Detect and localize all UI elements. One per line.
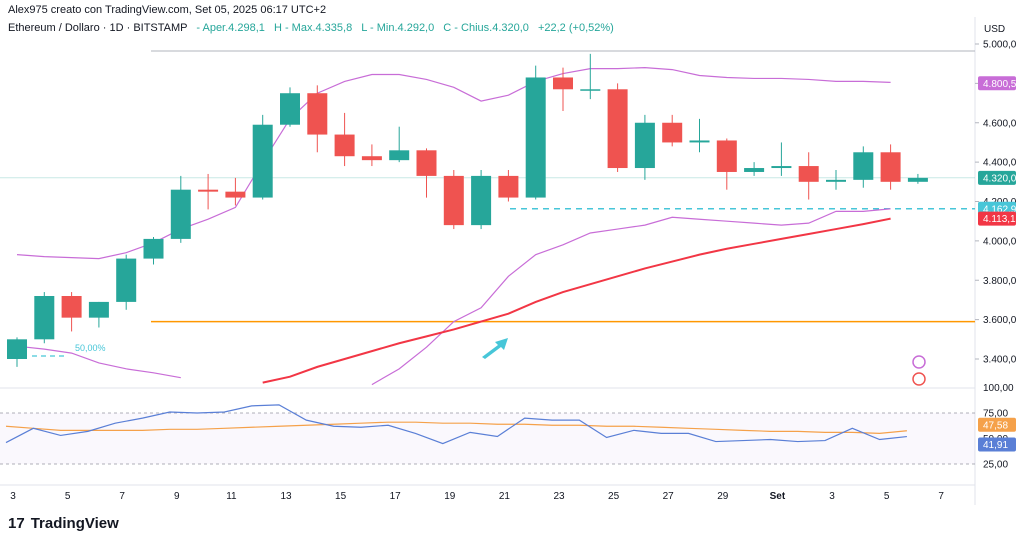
- low-value: L - Min.4.292,0: [361, 22, 435, 34]
- candle-body: [88, 301, 109, 318]
- candle-body: [853, 152, 874, 180]
- fib-label: 50,00%: [75, 343, 106, 353]
- tradingview-icon: 17: [8, 515, 25, 532]
- candle-body: [143, 238, 164, 259]
- arrow-annotation: [482, 338, 508, 359]
- candle-body: [61, 296, 82, 318]
- time-tick-label: 7: [119, 491, 125, 502]
- candle-body: [662, 122, 683, 143]
- price-tick-label: 3.400,0: [983, 355, 1017, 366]
- time-tick-label: 13: [280, 491, 292, 502]
- candle-body: [553, 77, 573, 90]
- candle-body: [525, 77, 546, 198]
- rsi-ma-label: 47,58: [983, 420, 1008, 431]
- price-tick-label: 5.000,0: [983, 40, 1017, 51]
- author-line: Alex975 creato con TradingView.com, Set …: [8, 4, 327, 16]
- dashed-level-label: 4.162,9: [983, 204, 1017, 215]
- candle-body: [798, 166, 819, 182]
- time-tick-label: Set: [770, 491, 786, 502]
- candle-body: [771, 166, 792, 169]
- time-tick-label: 9: [174, 491, 180, 502]
- price-tick-label: 3.800,0: [983, 276, 1017, 287]
- ema-label: 4.113,1: [983, 214, 1016, 225]
- candle-body: [334, 134, 355, 157]
- last-price-label: 4.320,0: [983, 173, 1017, 184]
- bb-upper-line: [16, 67, 891, 260]
- candle-body: [225, 191, 246, 198]
- change-value: +22,2 (+0,52%): [537, 22, 614, 34]
- event-icon: [912, 355, 926, 369]
- time-tick-label: 27: [663, 491, 675, 502]
- candle-body: [170, 189, 191, 239]
- price-tick-label: 4.400,0: [983, 158, 1017, 169]
- time-tick-label: 3: [829, 491, 835, 502]
- candle-body: [198, 189, 219, 192]
- candle-body: [416, 150, 437, 176]
- candle-body: [580, 89, 601, 91]
- candle-body: [389, 150, 410, 161]
- time-tick-label: 15: [335, 491, 347, 502]
- time-tick-label: 29: [717, 491, 729, 502]
- time-tick-label: 5: [884, 491, 890, 502]
- tradingview-logo[interactable]: 17 TradingView: [8, 515, 119, 532]
- time-tick-label: 11: [226, 491, 237, 502]
- rsi-band-fill: [0, 413, 975, 464]
- rsi-ma-label-bg: [978, 417, 1016, 432]
- candle-body: [361, 156, 382, 161]
- high-value: H - Max.4.335,8: [273, 22, 353, 34]
- time-tick-label: 19: [444, 491, 456, 502]
- candle-body: [498, 175, 519, 198]
- candle-body: [607, 89, 628, 169]
- upper-band-label: 4.800,5: [983, 79, 1017, 90]
- close-value: C - Chius.4.320,0: [443, 22, 529, 34]
- currency-label: USD: [984, 24, 1006, 35]
- ema-line: [262, 217, 891, 384]
- candle-body: [307, 93, 328, 135]
- time-tick-label: 3: [10, 491, 16, 502]
- candle-body: [252, 124, 273, 198]
- price-tick-label: 4.600,0: [983, 118, 1017, 129]
- time-tick-label: 7: [938, 491, 944, 502]
- time-tick-label: 5: [65, 491, 71, 502]
- time-tick-label: 23: [553, 491, 565, 502]
- candle-body: [280, 93, 300, 125]
- candle-body: [907, 177, 928, 182]
- price-tick-label: 4.000,0: [983, 236, 1017, 247]
- rsi-value-label-bg: [978, 437, 1016, 452]
- bb-lower-line: [371, 208, 891, 386]
- candle-body: [880, 152, 901, 182]
- time-tick-label: 17: [390, 491, 402, 502]
- candle-body: [34, 296, 55, 340]
- upper-band-label-bg: [978, 76, 1016, 91]
- time-tick-label: 25: [608, 491, 620, 502]
- rsi-tick-label: 100,00: [983, 383, 1014, 394]
- candle-body: [744, 168, 765, 172]
- rsi-value-label: 41,91: [983, 440, 1008, 451]
- candle-body: [116, 258, 137, 302]
- candle-body: [826, 179, 846, 182]
- brand-name: TradingView: [30, 515, 119, 532]
- open-value: - Aper.4.298,1: [196, 22, 265, 34]
- rsi-line: [5, 404, 907, 445]
- candle-body: [471, 175, 492, 226]
- candle-body: [7, 339, 27, 359]
- last-price-label-bg: [978, 170, 1016, 185]
- rsi-tick-label: 75,00: [983, 409, 1008, 420]
- candle-body: [716, 140, 737, 172]
- candle-body: [443, 175, 464, 226]
- symbol-name[interactable]: Ethereum / Dollaro · 1D · BITSTAMP: [8, 22, 188, 34]
- chart-legend: Ethereum / Dollaro · 1D · BITSTAMP - Ape…: [8, 22, 614, 34]
- rsi-ma-line: [5, 421, 907, 435]
- flag-icon: [912, 372, 926, 386]
- ema-label-bg: [978, 211, 1016, 226]
- candle-body: [689, 140, 710, 143]
- bb-lower-line: [16, 345, 181, 379]
- time-tick-label: 21: [499, 491, 511, 502]
- rsi-tick-label: 25,00: [983, 460, 1008, 471]
- candle-body: [634, 122, 655, 169]
- price-tick-label: 3.600,0: [983, 315, 1017, 326]
